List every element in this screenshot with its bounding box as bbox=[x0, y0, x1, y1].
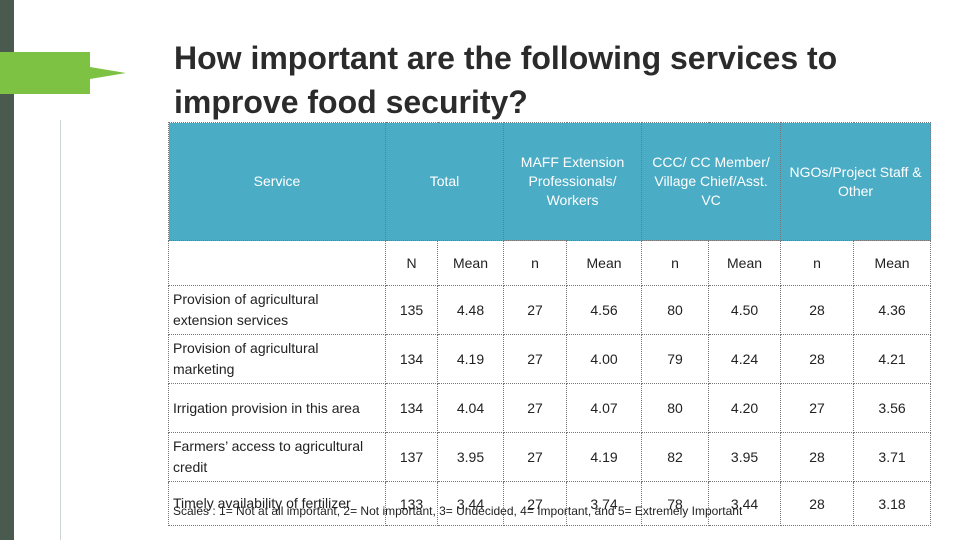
table-row: Timely availability of fertilizer 133 3.… bbox=[168, 481, 932, 526]
table-cell: 3.56 bbox=[853, 383, 932, 433]
header-row: Service Total MAFF Extension Professiona… bbox=[168, 122, 932, 241]
table-cell: 78 bbox=[641, 481, 710, 526]
table-cell: 28 bbox=[780, 481, 855, 526]
table-cell: 137 bbox=[385, 432, 438, 482]
table-cell: 28 bbox=[780, 334, 855, 384]
table-row: Provision of agricultural marketing 134 … bbox=[168, 334, 932, 384]
table-cell: 3.95 bbox=[436, 432, 505, 482]
decorative-line bbox=[60, 120, 61, 540]
header-ccc: CCC/ CC Member/ Village Chief/Asst. VC bbox=[641, 122, 782, 241]
table-row: Farmers’ access to agricultural credit 1… bbox=[168, 432, 932, 482]
table-cell: 27 bbox=[503, 432, 568, 482]
header-service: Service bbox=[168, 122, 386, 241]
table-cell: 27 bbox=[503, 383, 568, 433]
table-cell: 4.19 bbox=[566, 432, 643, 482]
table-cell: 4.56 bbox=[566, 285, 643, 335]
header-maff: MAFF Extension Professionals/ Workers bbox=[503, 122, 643, 241]
table-cell: 28 bbox=[780, 432, 855, 482]
subheader-row: N Mean n Mean n Mean n Mean bbox=[168, 240, 932, 286]
table-cell: 3.44 bbox=[436, 481, 505, 526]
subheader-blank bbox=[168, 240, 386, 286]
subheader-cell: Mean bbox=[566, 240, 643, 286]
header-ngo: NGOs/Project Staff & Other bbox=[780, 122, 932, 241]
table-cell: 27 bbox=[503, 285, 568, 335]
subheader-cell: N bbox=[385, 240, 438, 286]
table-cell: 80 bbox=[641, 383, 710, 433]
table-cell: 4.20 bbox=[708, 383, 782, 433]
subheader-cell: Mean bbox=[708, 240, 782, 286]
scale-footnote: Scales : 1= Not at all important, 2= Not… bbox=[173, 504, 743, 518]
table-cell: 27 bbox=[503, 481, 568, 526]
services-table: Service Total MAFF Extension Professiona… bbox=[168, 122, 932, 526]
table-cell: 134 bbox=[385, 334, 438, 384]
table-cell: 134 bbox=[385, 383, 438, 433]
sidebar-bar bbox=[0, 0, 14, 540]
table-cell: 3.71 bbox=[853, 432, 932, 482]
table-cell: 27 bbox=[503, 334, 568, 384]
table-cell: 3.74 bbox=[566, 481, 643, 526]
service-name: Provision of agricultural extension serv… bbox=[168, 285, 386, 335]
table-cell: 28 bbox=[780, 285, 855, 335]
service-name: Provision of agricultural marketing bbox=[168, 334, 386, 384]
table-cell: 4.07 bbox=[566, 383, 643, 433]
table-cell: 4.00 bbox=[566, 334, 643, 384]
table-cell: 4.04 bbox=[436, 383, 505, 433]
header-total: Total bbox=[384, 122, 505, 241]
subheader-cell: n bbox=[780, 240, 855, 286]
table-cell: 4.50 bbox=[708, 285, 782, 335]
table-cell: 4.48 bbox=[436, 285, 505, 335]
table-cell: 27 bbox=[780, 383, 855, 433]
table-row: Irrigation provision in this area 134 4.… bbox=[168, 383, 932, 433]
subheader-cell: n bbox=[641, 240, 710, 286]
service-name: Irrigation provision in this area bbox=[168, 383, 386, 433]
table-cell: 4.21 bbox=[853, 334, 932, 384]
table-cell: 3.44 bbox=[708, 481, 782, 526]
table-row: Provision of agricultural extension serv… bbox=[168, 285, 932, 335]
table-cell: 4.19 bbox=[436, 334, 505, 384]
accent-arrow-icon bbox=[0, 52, 126, 94]
table-cell: 79 bbox=[641, 334, 710, 384]
subheader-cell: n bbox=[503, 240, 568, 286]
table-cell: 82 bbox=[641, 432, 710, 482]
table-cell: 80 bbox=[641, 285, 710, 335]
service-name: Farmers’ access to agricultural credit bbox=[168, 432, 386, 482]
slide-title: How important are the following services… bbox=[174, 40, 838, 120]
table-cell: 3.95 bbox=[708, 432, 782, 482]
table-cell: 4.24 bbox=[708, 334, 782, 384]
table-cell: 4.36 bbox=[853, 285, 932, 335]
subheader-cell: Mean bbox=[436, 240, 505, 286]
table-cell: 3.18 bbox=[853, 481, 932, 526]
table-cell: 135 bbox=[385, 285, 438, 335]
subheader-cell: Mean bbox=[853, 240, 932, 286]
